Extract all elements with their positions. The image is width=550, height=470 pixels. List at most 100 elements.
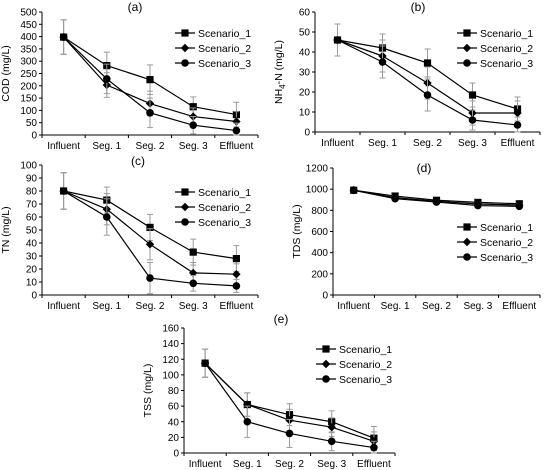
x-tick-label: Effluent [220,141,254,152]
x-tick-label: Effluent [501,138,535,149]
data-point [146,109,154,117]
data-point [327,437,336,446]
y-tick-label: 100 [20,106,37,117]
y-tick-label: 40 [26,239,38,250]
legend-marker [322,375,330,383]
y-tick-label: 450 [20,20,37,31]
y-axis-title: TDS (mg/L) [291,204,303,258]
data-point [103,75,111,83]
y-tick-label: 300 [20,57,37,68]
x-tick-label: Seg. 2 [413,138,442,149]
legend-label: Scenario_2 [339,359,392,371]
data-point [232,126,241,135]
legend: Scenario_1 Scenario_2 Scenario_3 [175,187,251,229]
legend-marker [462,237,472,247]
legend-marker [322,345,330,353]
data-point [145,240,155,249]
data-point [333,36,342,44]
x-tick-label: Influent [47,141,80,152]
x-tick-label: Seg. 2 [275,459,304,470]
data-point [285,429,294,438]
y-tick-label: 350 [20,44,37,55]
y-tick-label: 0 [173,449,179,460]
y-tick-label: 100 [162,370,179,381]
legend-label: Scenario_1 [480,222,533,234]
legend-label: Scenario_3 [198,217,251,229]
series-3 [333,23,522,133]
y-tick-label: 0 [304,128,310,139]
y-tick-label: 250 [20,69,37,80]
legend-marker [181,29,189,37]
y-axis-title-main: TSS (mg/L) [142,364,154,418]
data-point [189,279,197,288]
y-tick-label: 20 [168,433,180,444]
data-point [432,198,441,206]
legend-marker [463,29,471,37]
chart-panel-e: 0 20 40 60 80 100 120 140 160 Influent Seg. 1 Seg. … [142,312,396,470]
y-tick-label: 10 [299,108,311,119]
y-tick-label: 140 [162,339,179,350]
legend-label: Scenario_2 [480,237,533,249]
y-tick-label: 50 [26,118,38,129]
y-tick-label: 70 [26,200,38,211]
data-point [423,59,432,67]
y-tick-label: 50 [299,28,311,39]
data-point [232,282,241,290]
legend-label: Scenario_2 [198,202,251,214]
data-point [513,121,522,129]
y-tick-label: 60 [168,402,180,413]
legend-marker [180,202,190,212]
x-tick-label: Effluent [357,459,391,470]
y-tick-label: 160 [162,324,179,335]
chart-panel-c: 0 10 20 30 40 50 60 70 80 90 100 Influent Seg. 1 Seg.… [0,154,259,312]
y-axis-title-main: TDS (mg/L) [291,204,303,258]
y-tick-label: 30 [299,68,311,79]
data-point [189,103,197,111]
x-tick-label: Seg. 1 [92,141,121,152]
y-axis-title-main: NH [273,89,285,104]
y-tick-label: 10 [26,278,38,289]
y-axis-title: NH4-N (mg/L) [273,40,287,104]
y-tick-label: 20 [299,88,311,99]
data-point [515,202,524,211]
data-point [474,201,482,210]
x-tick-label: Seg. 3 [179,141,208,152]
y-tick-label: 600 [311,227,328,238]
legend-label: Scenario_1 [198,28,251,40]
x-tick-label: Influent [189,459,222,470]
y-tick-label: 800 [311,206,328,217]
y-axis-title-subscript: 4 [278,84,287,89]
panel-label: (b) [411,0,426,14]
y-tick-label: 120 [162,355,179,366]
data-point [468,91,477,99]
legend-label: Scenario_1 [339,344,392,356]
x-tick-label: Influent [47,301,80,312]
y-axis-title-rest: -N (mg/L) [273,40,285,84]
x-tick-label: Effluent [220,301,254,312]
data-point [423,91,432,99]
legend-marker [180,43,190,53]
legend-marker [181,59,189,67]
x-tick-label: Seg. 1 [368,138,397,149]
y-tick-label: 500 [20,8,37,19]
series-3 [201,348,378,454]
data-point [59,187,68,195]
legend-label: Scenario_1 [480,28,533,40]
legend-label: Scenario_3 [198,58,251,70]
y-tick-label: 200 [311,269,328,280]
legend-marker [321,359,331,369]
y-tick-label: 90 [26,174,38,185]
y-tick-label: 40 [168,417,180,428]
y-tick-label: 400 [20,32,37,43]
data-point [146,223,154,231]
x-tick-label: Seg. 3 [458,138,487,149]
y-axis-title-main: COD (mg/L) [0,45,12,102]
series-3 [349,186,524,211]
x-tick-label: Effluent [502,301,536,312]
legend-label: Scenario_2 [480,43,533,55]
data-point [189,121,197,129]
legend-marker [181,188,189,196]
y-tick-label: 40 [299,48,311,59]
panel-label: (a) [128,0,143,14]
